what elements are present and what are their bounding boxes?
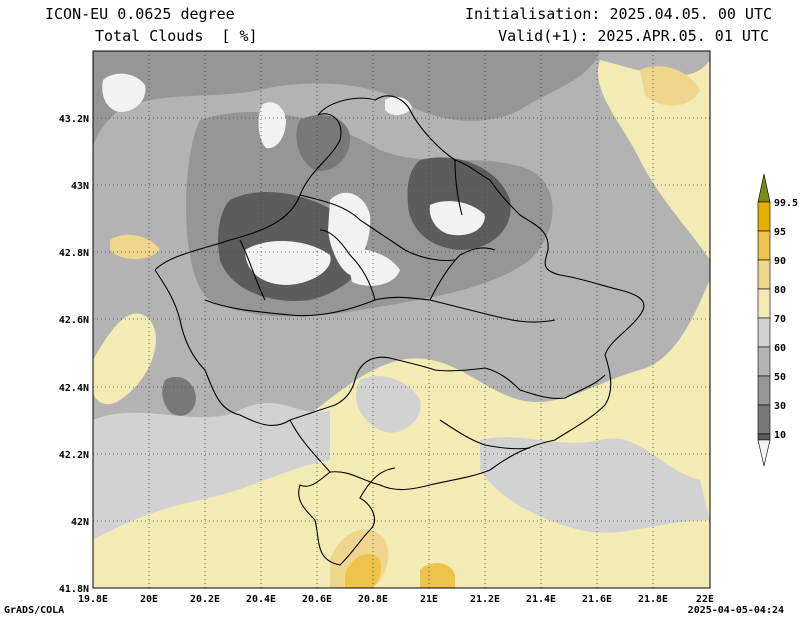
region-borders	[154, 95, 645, 566]
map-frame	[92, 50, 711, 589]
colorbar-max-arrow	[757, 173, 771, 203]
colorbar-label: 90	[774, 256, 786, 267]
lon-tick: 20.4E	[246, 594, 276, 605]
colorbar-segment	[757, 317, 771, 348]
lat-axis: 43.2N 43N 42.8N 42.6N 42.4N 42.2N 42N 41…	[59, 114, 89, 595]
colorbar-segment	[757, 346, 771, 377]
colorbar-segment	[757, 433, 771, 441]
render-timestamp: 2025-04-05-04:24	[687, 605, 784, 616]
lon-tick: 21.8E	[638, 594, 668, 605]
lon-tick: 20.6E	[302, 594, 332, 605]
colorbar: 99.5 95 90 80 70 60 50 30 10	[757, 173, 798, 467]
lon-tick: 20E	[140, 594, 158, 605]
colorbar-segment	[757, 375, 771, 406]
lon-tick: 21E	[420, 594, 438, 605]
colorbar-label: 10	[774, 430, 786, 441]
cloud-field	[93, 51, 710, 588]
lat-tick: 43N	[71, 181, 89, 192]
lat-tick: 42.6N	[59, 315, 89, 326]
colorbar-segment	[757, 230, 771, 261]
lon-tick: 20.8E	[358, 594, 388, 605]
colorbar-segment	[757, 404, 771, 435]
colorbar-label: 80	[774, 285, 786, 296]
variable-title: Total Clouds [ %]	[95, 27, 258, 45]
colorbar-segment	[757, 288, 771, 319]
lat-tick: 42.2N	[59, 450, 89, 461]
colorbar-label: 30	[774, 401, 786, 412]
colorbar-segment	[757, 201, 771, 232]
lat-tick: 41.8N	[59, 584, 89, 595]
lon-tick: 21.4E	[526, 594, 556, 605]
colorbar-min-arrow	[757, 439, 771, 467]
lon-tick: 21.2E	[470, 594, 500, 605]
colorbar-label: 50	[774, 372, 786, 383]
lon-tick: 21.6E	[582, 594, 612, 605]
grid-lines	[93, 51, 710, 588]
colorbar-label: 99.5	[774, 198, 798, 209]
colorbar-label: 95	[774, 227, 786, 238]
lon-tick: 22E	[696, 594, 714, 605]
initialisation-time: Initialisation: 2025.04.05. 00 UTC	[464, 5, 772, 23]
colorbar-label: 70	[774, 314, 786, 325]
lat-tick: 43.2N	[59, 114, 89, 125]
lat-tick: 42N	[71, 517, 89, 528]
lon-tick: 20.2E	[190, 594, 220, 605]
colorbar-segment	[757, 259, 771, 290]
software-credit: GrADS/COLA	[4, 605, 65, 616]
lon-axis: 19.8E 20E 20.2E 20.4E 20.6E 20.8E 21E 21…	[78, 594, 714, 605]
model-title: ICON-EU 0.0625 degree	[45, 5, 235, 23]
colorbar-label: 60	[774, 343, 786, 354]
lon-tick: 19.8E	[78, 594, 108, 605]
valid-time: Valid(+1): 2025.APR.05. 01 UTC	[498, 27, 769, 45]
lat-tick: 42.4N	[59, 383, 89, 394]
lat-tick: 42.8N	[59, 248, 89, 259]
